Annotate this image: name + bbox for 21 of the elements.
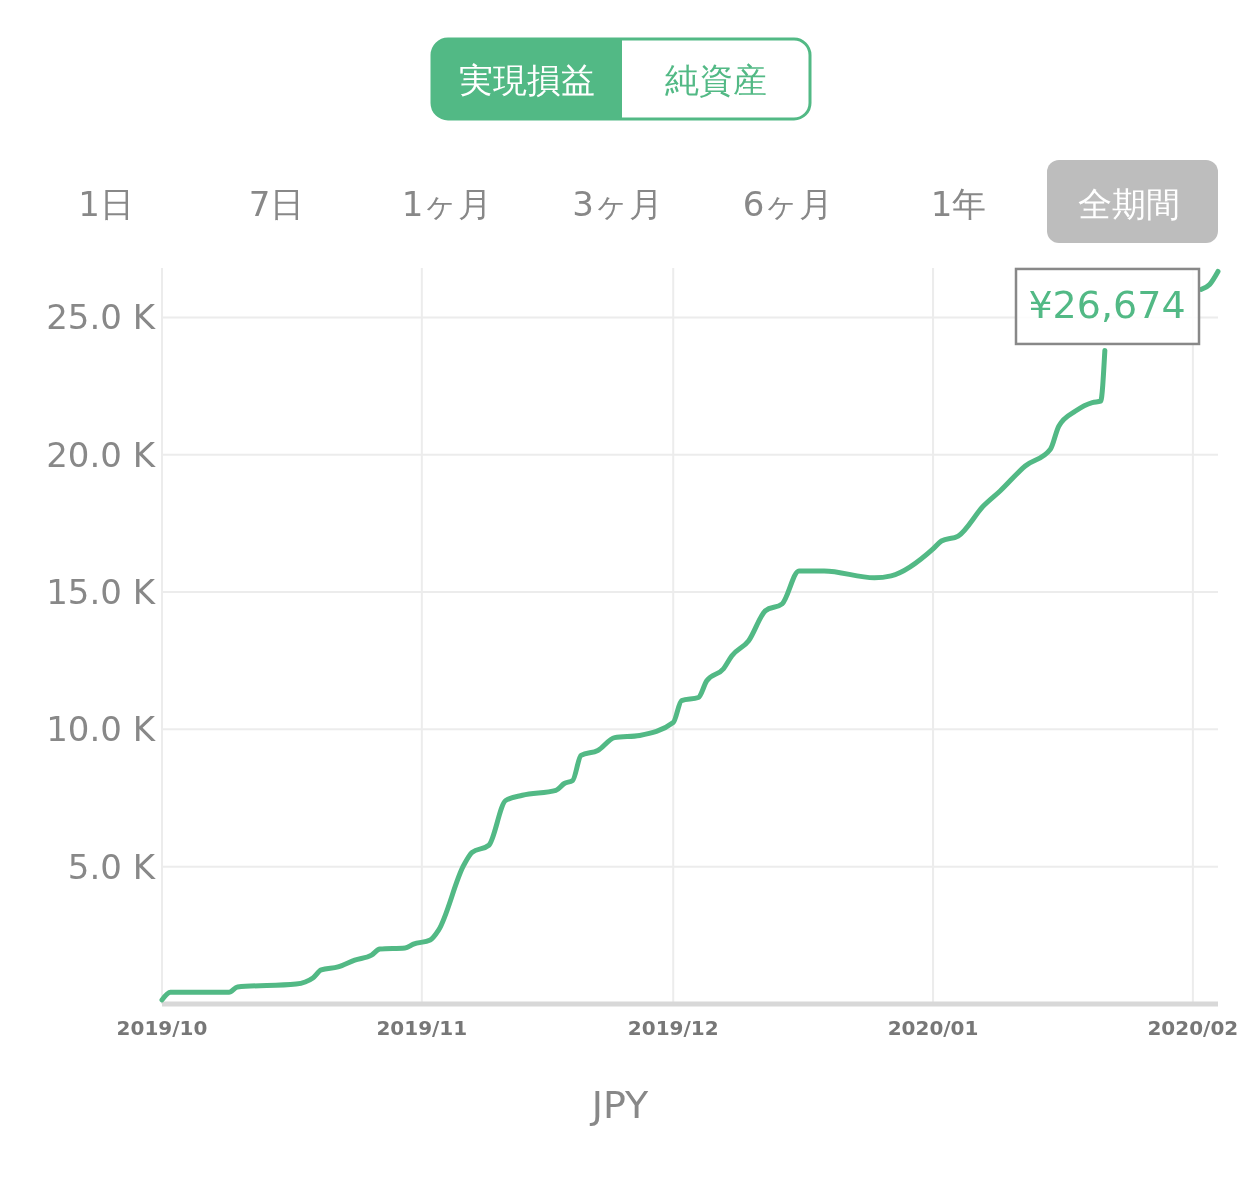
text: 3ヶ月 <box>572 184 663 224</box>
text: 1ヶ月 <box>401 184 493 224</box>
text: 1日 <box>78 184 134 224</box>
x-tick-label: 2019/11 <box>376 1016 468 1040</box>
x-tick-label: 2019/10 <box>116 1016 208 1040</box>
x-tick-label: 2020/01 <box>887 1016 979 1040</box>
text: 実現損益 <box>459 60 595 100</box>
y-tick-label: 20.0 K <box>46 434 157 475</box>
x-axis-title: JPY <box>589 1083 650 1127</box>
y-tick-label: 25.0 K <box>46 297 157 338</box>
y-tick-label: 10.0 K <box>46 709 157 750</box>
x-tick-label: 2019/12 <box>627 1016 719 1040</box>
text: 全期間 <box>1078 184 1180 224</box>
y-tick-label: 15.0 K <box>46 571 157 612</box>
text: 7日 <box>248 184 305 224</box>
y-tick-label: 5.0 K <box>67 846 157 887</box>
text: 6ヶ月 <box>742 184 834 224</box>
text: 1年 <box>930 184 987 224</box>
text: 純資産 <box>665 60 767 100</box>
annotation: ¥26,674 <box>1028 282 1186 327</box>
x-tick-label: 2020/02 <box>1147 1016 1239 1040</box>
